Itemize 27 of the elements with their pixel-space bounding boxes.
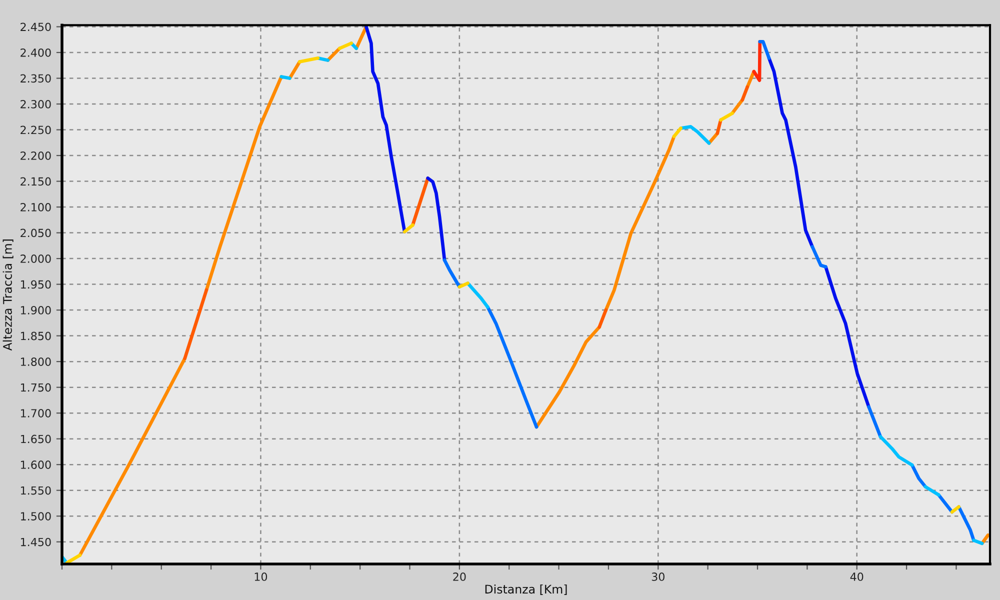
y-tick-label: 2.450 <box>20 22 51 32</box>
y-tick-label: 1.800 <box>20 358 51 366</box>
y-tick-label: 1.500 <box>20 512 51 520</box>
y-tick-label: 2.200 <box>20 151 51 160</box>
y-tick-label: 1.900 <box>20 306 51 314</box>
y-tick-label: 2.050 <box>20 228 51 238</box>
x-tick-label: 40 <box>850 572 864 581</box>
y-tick-label: 1.950 <box>20 280 51 289</box>
y-tick-label: 2.150 <box>20 177 51 186</box>
y-tick-label: 2.000 <box>20 254 51 263</box>
y-tick-label: 1.850 <box>20 332 51 340</box>
y-axis-title: Altezza Traccia [m] <box>2 240 14 351</box>
y-tick-label: 1.650 <box>20 434 51 444</box>
x-tick-label: 10 <box>254 572 268 581</box>
y-tick-label: 1.550 <box>20 486 51 495</box>
y-tick-label: 2.250 <box>20 126 51 134</box>
y-tick-label: 1.600 <box>20 460 51 469</box>
y-tick-label: 1.750 <box>20 383 51 392</box>
y-tick-label: 2.350 <box>20 74 51 83</box>
y-tick-label: 1.450 <box>20 538 51 546</box>
y-tick-label: 2.100 <box>20 203 51 212</box>
x-axis-title: Distanza [Km] <box>485 584 567 596</box>
y-tick-label: 1.700 <box>20 409 51 418</box>
x-tick-label: 30 <box>652 572 664 581</box>
y-tick-label: 2.400 <box>20 48 51 57</box>
y-tick-label: 2.300 <box>20 100 51 108</box>
x-tick-label: 20 <box>453 572 466 581</box>
